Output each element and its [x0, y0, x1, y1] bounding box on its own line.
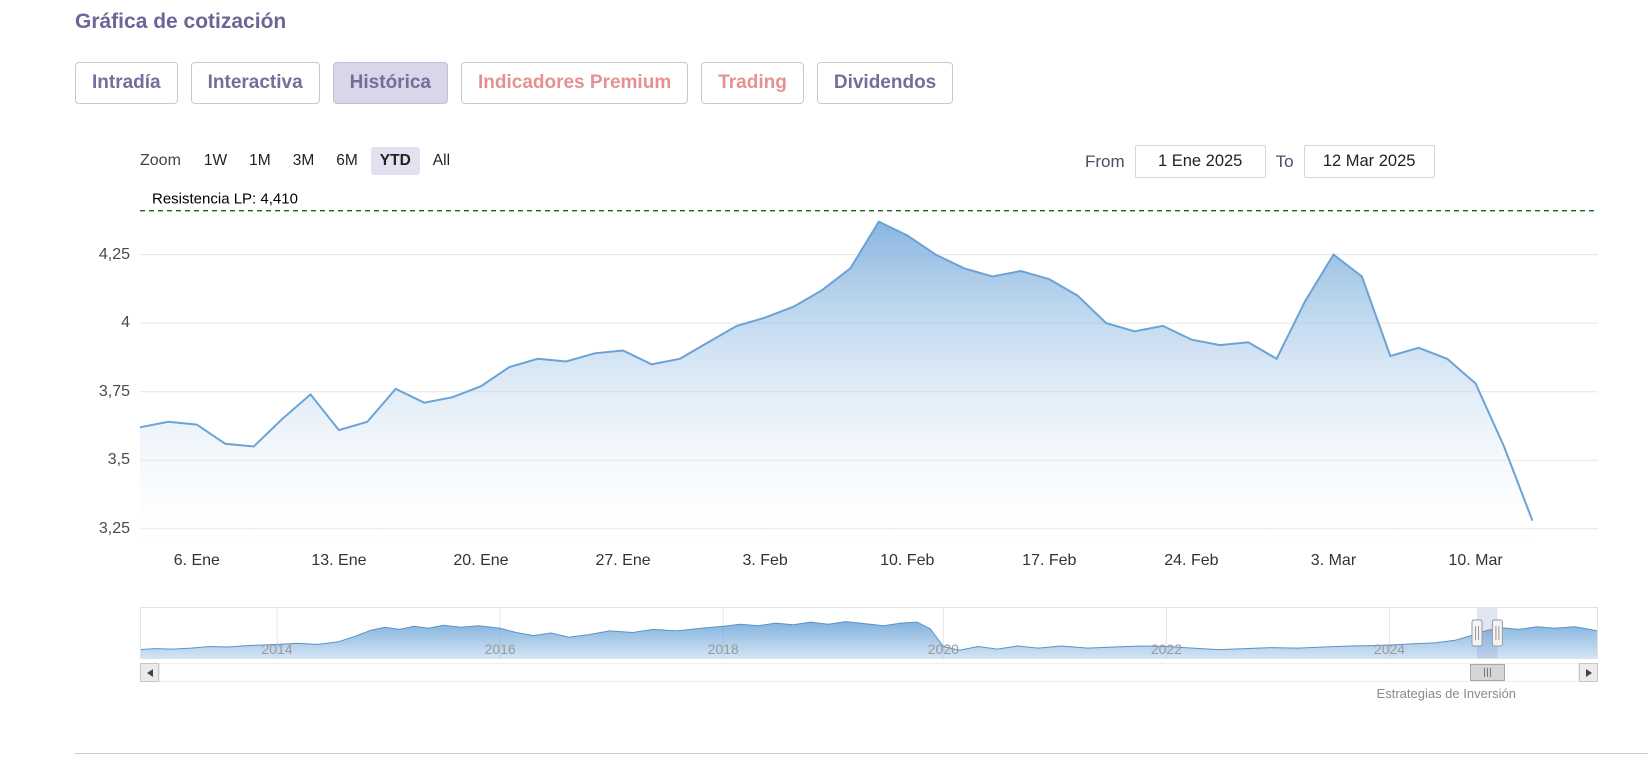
tab-trading[interactable]: Trading	[701, 62, 804, 104]
nav-selected-range[interactable]	[1477, 607, 1498, 659]
nav-outline	[140, 607, 1598, 659]
nav-handle-left[interactable]	[1471, 619, 1483, 647]
x-axis-label: 20. Ene	[453, 552, 509, 569]
y-axis-label: 3,75	[98, 382, 130, 400]
watermark-credit: Estrategias de Inversión	[1376, 686, 1516, 701]
zoom-all-button[interactable]: All	[424, 147, 459, 175]
scrollbar-left-button[interactable]	[140, 663, 159, 682]
to-date-input[interactable]	[1303, 145, 1435, 178]
tab-interactiva[interactable]: Interactiva	[190, 62, 320, 104]
x-axis-label: 3. Feb	[742, 552, 788, 569]
tab-indicadores-premium[interactable]: Indicadores Premium	[460, 62, 689, 104]
nav-year-label: 2020	[927, 641, 959, 657]
zoom-1w-button[interactable]: 1W	[195, 147, 236, 175]
x-axis-label: 27. Ene	[595, 552, 651, 569]
nav-year-label: 2018	[707, 641, 739, 657]
y-axis-label: 3,5	[107, 451, 130, 469]
scrollbar-track[interactable]	[159, 663, 1579, 682]
price-area-chart: Resistencia LP: 4,410	[139, 191, 1598, 548]
nav-year-label: 2016	[484, 641, 516, 657]
nav-year-label: 2014	[261, 641, 293, 657]
nav-handle-right[interactable]	[1491, 619, 1503, 647]
y-axis-label: 3,25	[98, 519, 130, 537]
bottom-divider	[75, 753, 1648, 754]
grip-icon	[1487, 668, 1488, 677]
resistance-label: Resistencia LP: 4,410	[152, 191, 298, 208]
y-axis-label: 4	[121, 314, 130, 332]
grip-icon	[1484, 668, 1485, 677]
arrow-left-icon	[146, 668, 153, 677]
page-title: Gráfica de cotización	[75, 10, 287, 33]
grip-icon	[1490, 668, 1491, 677]
x-axis-label: 10. Mar	[1448, 552, 1503, 569]
x-axis-label: 6. Ene	[173, 552, 220, 569]
area-series-fill	[140, 221, 1533, 548]
from-date-input[interactable]	[1134, 145, 1266, 178]
x-axis-label: 3. Mar	[1310, 552, 1357, 569]
nav-line	[140, 621, 1598, 651]
y-axis-label: 4,25	[98, 245, 130, 263]
arrow-right-icon	[1585, 668, 1592, 677]
zoom-controls: Zoom 1W 1M 3M 6M YTD All	[140, 147, 459, 175]
x-axis-label: 24. Feb	[1164, 552, 1219, 569]
date-range-inputs: From To	[1085, 145, 1435, 178]
tab-intradia[interactable]: Intradía	[75, 62, 178, 104]
chart-type-tabs: Intradía Interactiva Histórica Indicador…	[75, 62, 954, 104]
x-axis-label: 13. Ene	[311, 552, 367, 569]
tab-dividendos[interactable]: Dividendos	[816, 62, 954, 104]
navigator-scrollbar	[140, 663, 1598, 682]
from-label: From	[1085, 151, 1125, 171]
zoom-6m-button[interactable]: 6M	[327, 147, 367, 175]
zoom-3m-button[interactable]: 3M	[284, 147, 324, 175]
to-label: To	[1275, 151, 1294, 171]
x-axis-label: 10. Feb	[880, 552, 935, 569]
price-line	[139, 220, 1534, 521]
nav-year-label: 2022	[1150, 641, 1182, 657]
scrollbar-right-button[interactable]	[1579, 663, 1598, 682]
tab-historica[interactable]: Histórica	[332, 62, 448, 104]
x-axis-label: 17. Feb	[1022, 552, 1077, 569]
zoom-label: Zoom	[140, 152, 181, 169]
zoom-1m-button[interactable]: 1M	[240, 147, 280, 175]
zoom-ytd-button[interactable]: YTD	[370, 147, 420, 175]
nav-area-fill	[140, 621, 1598, 659]
scrollbar-thumb[interactable]	[1470, 664, 1505, 681]
nav-year-label: 2024	[1373, 641, 1406, 657]
navigator-chart[interactable]	[140, 607, 1598, 659]
